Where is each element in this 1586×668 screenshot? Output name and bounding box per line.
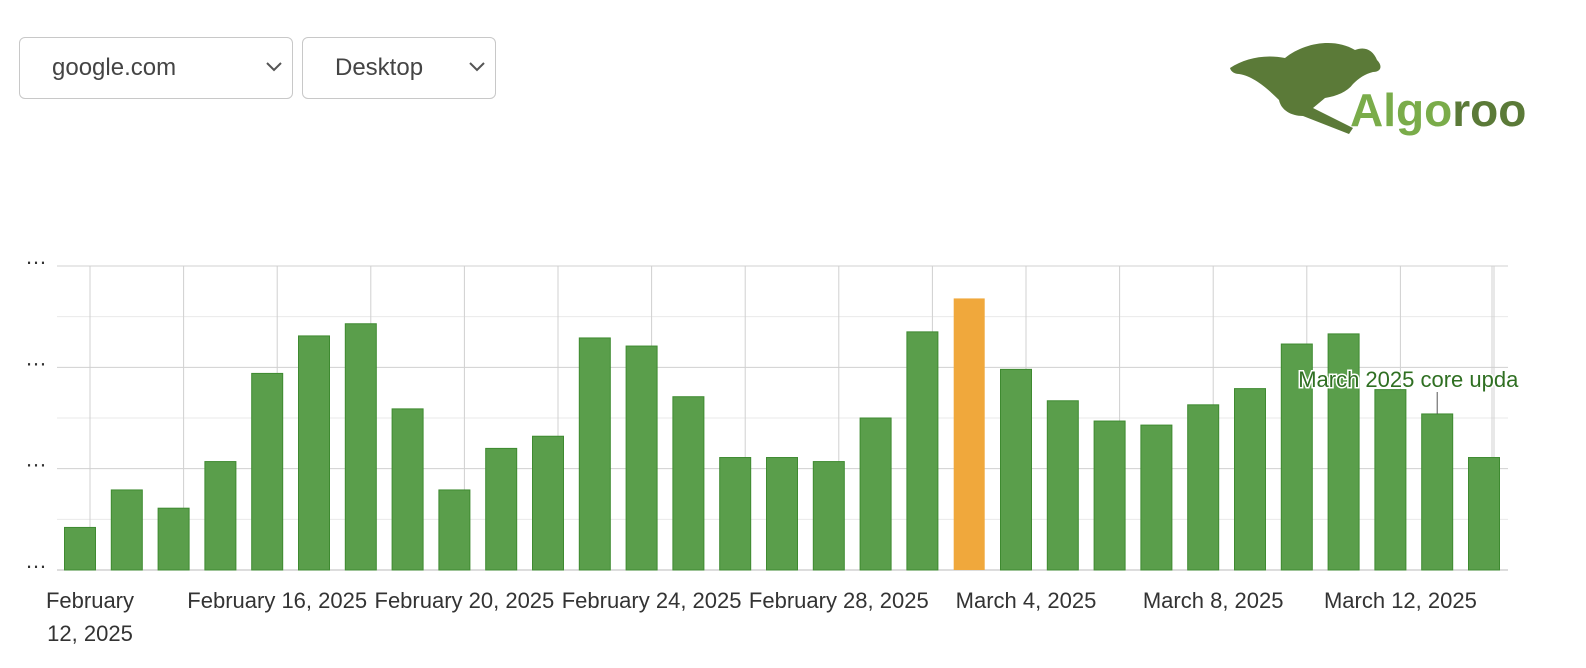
bar xyxy=(204,461,237,571)
domain-select[interactable]: google.com xyxy=(19,37,293,99)
x-tick-label: February 24, 2025 xyxy=(561,588,742,613)
bar xyxy=(110,489,143,571)
bar xyxy=(64,526,96,571)
y-tick-label: … xyxy=(25,244,47,269)
bar xyxy=(391,408,424,571)
bar xyxy=(532,435,564,571)
bar xyxy=(672,396,705,571)
bar xyxy=(1468,457,1500,571)
bar xyxy=(1046,400,1079,571)
logo-part: Algo xyxy=(1350,84,1452,136)
y-tick-label: … xyxy=(25,548,47,573)
x-tick-label: March 12, 2025 xyxy=(1323,588,1477,613)
x-tick-label: February 16, 2025 xyxy=(187,588,368,613)
kangaroo xyxy=(1230,43,1381,134)
bar xyxy=(1327,333,1360,571)
bar xyxy=(1374,389,1407,571)
y-tick-label: … xyxy=(25,447,47,472)
logo-part: roo xyxy=(1452,84,1526,136)
bar xyxy=(766,457,798,571)
logo-text: Algoroo xyxy=(1350,84,1526,136)
x-tick-label: February 20, 2025 xyxy=(374,588,555,613)
bar xyxy=(1000,368,1032,571)
bar xyxy=(438,489,471,571)
bar xyxy=(625,345,658,571)
x-tick-label: March 8, 2025 xyxy=(1142,588,1284,613)
chevron xyxy=(469,62,485,72)
x-tick-label: March 4, 2025 xyxy=(955,588,1097,613)
bar xyxy=(344,323,377,571)
bar xyxy=(251,372,284,571)
logo: Algoroo xyxy=(1230,43,1526,136)
chevron xyxy=(266,62,282,72)
bar xyxy=(298,335,330,571)
x-tick-label: February 28, 2025 xyxy=(748,588,929,613)
bar xyxy=(578,337,611,571)
y-tick-label: … xyxy=(25,345,47,370)
bar xyxy=(812,461,845,571)
bar xyxy=(1140,424,1173,571)
bar xyxy=(953,298,985,570)
bar xyxy=(485,447,518,571)
bar xyxy=(1280,343,1313,571)
select-text: google.com xyxy=(52,54,177,81)
bar xyxy=(719,457,752,571)
bar xyxy=(1187,404,1220,571)
bar xyxy=(859,417,892,571)
select-text: Desktop xyxy=(335,54,424,81)
annotation-text: March 2025 core upda xyxy=(1298,367,1519,392)
bar xyxy=(1421,413,1454,571)
bar xyxy=(1093,420,1126,571)
bar xyxy=(157,507,190,571)
x-tick-label: February 12, 2025 xyxy=(45,588,135,646)
bar xyxy=(906,331,939,571)
device-select[interactable]: Desktop xyxy=(302,37,496,99)
bar xyxy=(1234,388,1266,571)
